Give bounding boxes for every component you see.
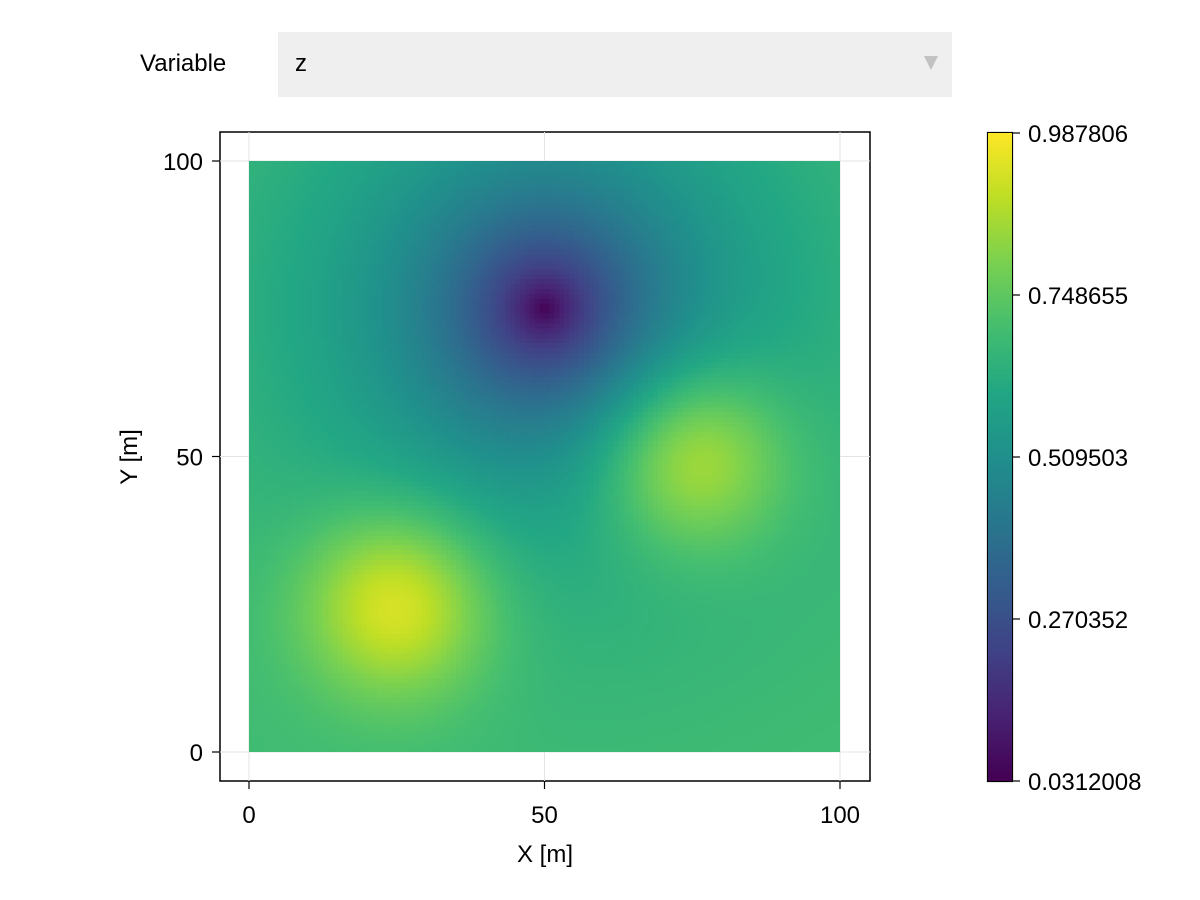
colorbar-tick-label: 0.987806 bbox=[1028, 121, 1128, 148]
heatmap-image bbox=[249, 161, 840, 752]
dropdown-selected-value: z bbox=[295, 50, 307, 77]
x-tick-label: 100 bbox=[820, 802, 860, 829]
colorbar-tick-label: 0.509503 bbox=[1028, 445, 1128, 472]
triangle-down-icon bbox=[924, 56, 938, 70]
variable-label: Variable bbox=[140, 50, 227, 77]
y-tick-label: 100 bbox=[163, 149, 203, 176]
colorbar-tick-label: 0.748655 bbox=[1028, 283, 1128, 310]
colorbar-ticks: 0.0312008 0.270352 0.509503 0.748655 0.98780… bbox=[1012, 121, 1141, 796]
y-tick-label: 50 bbox=[176, 445, 203, 472]
colorbar-tick-label: 0.270352 bbox=[1028, 607, 1128, 634]
y-axis-label: Y [m] bbox=[116, 429, 143, 485]
axis-ticks: 0 50 100 0 50 100 bbox=[163, 149, 860, 829]
y-tick-label: 0 bbox=[190, 740, 203, 767]
colorbar-tick-label: 0.0312008 bbox=[1028, 769, 1141, 796]
variable-dropdown[interactable]: z bbox=[278, 32, 952, 97]
x-tick-label: 50 bbox=[531, 802, 558, 829]
colorbar-gradient bbox=[988, 133, 1012, 781]
x-axis-label: X [m] bbox=[517, 841, 573, 868]
x-tick-label: 0 bbox=[242, 802, 255, 829]
